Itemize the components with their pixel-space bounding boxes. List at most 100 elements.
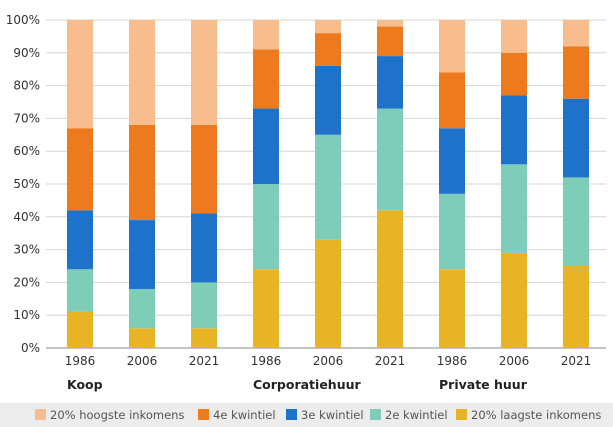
bar-segment-q3 xyxy=(439,128,465,194)
bar-segment-q5 xyxy=(129,20,155,125)
bar-segment-q2 xyxy=(129,288,155,329)
x-tick-label: 1986 xyxy=(251,354,282,368)
legend: 20% hoogste inkomens 4e kwintiel 3e kwinti… xyxy=(35,408,601,422)
bar-segment-q2 xyxy=(501,164,527,253)
bar-segment-q5 xyxy=(315,20,341,34)
bar-stack xyxy=(129,20,155,348)
bar-segment-q2 xyxy=(563,177,589,266)
bar-segment-q3 xyxy=(377,56,403,109)
bar-segment-q3 xyxy=(563,98,589,178)
bar-segment-q2 xyxy=(439,193,465,270)
x-tick-label: 2006 xyxy=(499,354,530,368)
bar-segment-q1 xyxy=(377,210,403,348)
legend-band xyxy=(0,403,613,427)
bar-segment-q1 xyxy=(563,266,589,348)
y-tick-label: 40% xyxy=(13,210,40,224)
y-tick-label: 100% xyxy=(6,13,40,27)
legend-swatch xyxy=(370,409,381,420)
legend-swatch xyxy=(286,409,297,420)
bars xyxy=(67,20,589,348)
legend-label: 2e kwintiel xyxy=(385,408,448,422)
bar-stack xyxy=(439,20,465,348)
group-labels: Koop Corporatiehuur Private huur xyxy=(67,377,528,392)
bar-stack xyxy=(191,20,217,348)
bar-segment-q5 xyxy=(439,20,465,73)
legend-label: 3e kwintiel xyxy=(301,408,364,422)
bar-segment-q3 xyxy=(315,65,341,135)
y-tick-label: 50% xyxy=(13,177,40,191)
legend-item-q1: 20% laagste inkomens xyxy=(456,408,601,422)
y-tick-label: 90% xyxy=(13,46,40,60)
legend-swatch xyxy=(456,409,467,420)
bar-segment-q1 xyxy=(315,239,341,348)
bar-segment-q4 xyxy=(501,52,527,96)
bar-stack xyxy=(501,20,527,348)
bar-segment-q2 xyxy=(191,282,217,329)
x-tick-label: 2006 xyxy=(127,354,158,368)
bar-segment-q4 xyxy=(129,124,155,221)
bar-segment-q1 xyxy=(253,269,279,348)
x-tick-label: 2021 xyxy=(375,354,406,368)
y-tick-label: 80% xyxy=(13,79,40,93)
bar-segment-q2 xyxy=(377,108,403,211)
legend-item-q5: 20% hoogste inkomens xyxy=(35,408,184,422)
group-label: Private huur xyxy=(439,377,528,392)
bar-segment-q4 xyxy=(191,124,217,214)
bar-segment-q3 xyxy=(501,95,527,165)
x-axis-ticks: 1986 2006 2021 1986 2006 2021 1986 2006 2021 xyxy=(65,354,592,368)
bar-segment-q4 xyxy=(439,72,465,129)
legend-item-q3: 3e kwintiel xyxy=(286,408,364,422)
bar-segment-q5 xyxy=(501,20,527,53)
bar-segment-q3 xyxy=(129,220,155,289)
bar-segment-q5 xyxy=(563,20,589,47)
bar-segment-q3 xyxy=(191,213,217,283)
y-tick-label: 70% xyxy=(13,111,40,125)
legend-swatch xyxy=(198,409,209,420)
bar-segment-q3 xyxy=(67,210,93,270)
bar-segment-q1 xyxy=(191,328,217,348)
bar-stack xyxy=(253,20,279,348)
bar-segment-q2 xyxy=(253,184,279,270)
bar-segment-q5 xyxy=(191,20,217,125)
legend-item-q2: 2e kwintiel xyxy=(370,408,448,422)
bar-stack xyxy=(315,20,341,348)
group-label: Koop xyxy=(67,377,103,392)
bar-segment-q3 xyxy=(253,108,279,184)
bar-segment-q1 xyxy=(129,328,155,348)
bar-segment-q5 xyxy=(377,20,403,27)
group-label: Corporatiehuur xyxy=(253,377,361,392)
legend-label: 20% hoogste inkomens xyxy=(50,408,184,422)
x-tick-label: 2021 xyxy=(189,354,220,368)
x-tick-label: 2006 xyxy=(313,354,344,368)
y-axis-ticks: 0% 10% 20% 30% 40% 50% 60% 70% 80% 90% 100% xyxy=(6,13,40,355)
bar-segment-q4 xyxy=(377,26,403,57)
bar-segment-q4 xyxy=(67,128,93,211)
bar-segment-q1 xyxy=(439,269,465,348)
bar-segment-q5 xyxy=(253,20,279,50)
bar-segment-q1 xyxy=(501,252,527,348)
bar-segment-q2 xyxy=(315,134,341,240)
bar-segment-q1 xyxy=(67,311,93,348)
legend-swatch xyxy=(35,409,46,420)
bar-stack xyxy=(377,20,403,348)
x-tick-label: 1986 xyxy=(65,354,96,368)
y-tick-label: 60% xyxy=(13,144,40,158)
bar-segment-q2 xyxy=(67,269,93,312)
legend-label: 20% laagste inkomens xyxy=(471,408,601,422)
y-tick-label: 0% xyxy=(21,341,40,355)
bar-segment-q5 xyxy=(67,20,93,129)
legend-item-q4: 4e kwintiel xyxy=(198,408,276,422)
bar-segment-q4 xyxy=(315,33,341,66)
y-tick-label: 30% xyxy=(13,243,40,257)
bar-segment-q4 xyxy=(253,49,279,109)
legend-label: 4e kwintiel xyxy=(213,408,276,422)
x-tick-label: 2021 xyxy=(561,354,592,368)
y-tick-label: 10% xyxy=(13,308,40,322)
x-tick-label: 1986 xyxy=(437,354,468,368)
bar-stack xyxy=(563,20,589,348)
y-tick-label: 20% xyxy=(13,275,40,289)
bar-segment-q4 xyxy=(563,46,589,99)
bar-stack xyxy=(67,20,93,348)
